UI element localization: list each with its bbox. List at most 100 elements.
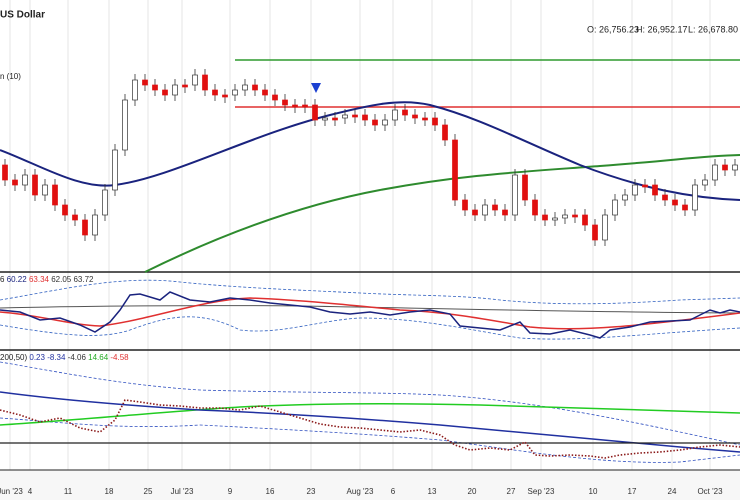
candle	[262, 89, 268, 96]
candle	[12, 179, 18, 186]
candle	[342, 114, 348, 119]
candle	[322, 117, 328, 121]
reading: 63.34	[29, 275, 50, 284]
candle	[32, 174, 38, 196]
panel3	[0, 351, 740, 470]
candle	[112, 149, 118, 191]
candle	[512, 174, 518, 216]
candle	[272, 94, 278, 101]
candle	[582, 214, 588, 226]
candle	[632, 184, 638, 196]
x-tick-label: 20	[468, 487, 477, 496]
reading: 14.64	[88, 353, 109, 362]
reading: 62.05	[51, 275, 72, 284]
candle	[252, 84, 258, 91]
candle	[522, 174, 528, 201]
panel3-prefix: 200,50)	[0, 353, 27, 362]
x-tick-label: 17	[628, 487, 637, 496]
rsi-ma	[0, 297, 740, 330]
chart-title: US Dollar	[0, 10, 45, 21]
candle	[662, 194, 668, 201]
signal-marker	[311, 83, 321, 93]
x-tick-label: 9	[228, 487, 233, 496]
indicator-label: n (10)	[0, 72, 21, 81]
candle	[82, 219, 88, 236]
candle	[492, 204, 498, 211]
candle	[552, 217, 558, 221]
candle	[292, 104, 298, 108]
candle	[722, 164, 728, 171]
candle	[472, 209, 478, 216]
panel3-label: 200,50) 0.23 -8.34 -4.06 14.64 -4.58	[0, 353, 129, 362]
candle	[402, 109, 408, 116]
panel2-prefix: 6	[0, 275, 5, 284]
candle	[452, 139, 458, 201]
panel2-label: 6 60.22 63.34 62.05 63.72	[0, 275, 94, 284]
candle	[132, 79, 138, 101]
candle	[412, 114, 418, 119]
candle	[532, 199, 538, 216]
candle	[182, 84, 188, 88]
oscillator-dotted	[0, 399, 740, 459]
ma-long	[144, 154, 740, 273]
candle	[282, 99, 288, 106]
x-tick-label: 24	[668, 487, 677, 496]
candle	[422, 117, 428, 121]
candle	[702, 179, 708, 186]
x-tick-label: 25	[144, 487, 153, 496]
candle	[172, 84, 178, 96]
band-upper	[0, 279, 740, 305]
x-axis: Jun '23 4 11 18 25 Jul '23 9 16 23 Aug '23 6 13 20 27…	[0, 487, 723, 496]
ma-short	[0, 101, 740, 201]
x-tick-label: 11	[64, 487, 73, 496]
ma-blue	[0, 391, 740, 453]
candle	[482, 204, 488, 216]
x-tick-label: Jul '23	[171, 487, 194, 496]
reading: 60.22	[7, 275, 28, 284]
band-upper	[0, 361, 740, 446]
candle	[42, 184, 48, 196]
candle	[672, 199, 678, 206]
x-tick-label: Jun '23	[0, 487, 23, 496]
candle	[562, 214, 568, 219]
candle	[202, 74, 208, 91]
x-tick-label: Sep '23	[528, 487, 555, 496]
candle	[62, 204, 68, 216]
x-tick-label: 13	[428, 487, 437, 496]
candle	[122, 99, 128, 151]
candle	[72, 214, 78, 221]
candle	[332, 117, 338, 121]
open-value: O: 26,756.23	[587, 24, 639, 34]
reading: -8.34	[47, 353, 66, 362]
candle	[142, 79, 148, 86]
high-value: H: 26,952.17	[636, 24, 688, 34]
x-tick-label: 10	[589, 487, 598, 496]
candle	[302, 104, 308, 108]
ma-green	[0, 402, 740, 426]
candle	[642, 184, 648, 188]
candle	[102, 189, 108, 216]
candle	[92, 214, 98, 236]
candle	[212, 89, 218, 96]
candle	[152, 84, 158, 91]
candle	[242, 84, 248, 91]
candle	[442, 124, 448, 141]
reading: -4.06	[68, 353, 87, 362]
candle	[372, 119, 378, 126]
candle	[502, 209, 508, 216]
candle	[652, 184, 658, 196]
candle	[22, 174, 28, 186]
x-tick-label: 4	[28, 487, 33, 496]
candle	[312, 104, 318, 121]
candle	[222, 94, 228, 98]
x-tick-label: Aug '23	[347, 487, 374, 496]
candle	[732, 164, 738, 171]
candle	[692, 184, 698, 211]
candles	[2, 69, 738, 246]
candle	[232, 89, 238, 96]
candle	[622, 194, 628, 201]
candle	[572, 214, 578, 218]
candle	[462, 199, 468, 211]
low-value: L: 26,678.80	[688, 24, 738, 34]
